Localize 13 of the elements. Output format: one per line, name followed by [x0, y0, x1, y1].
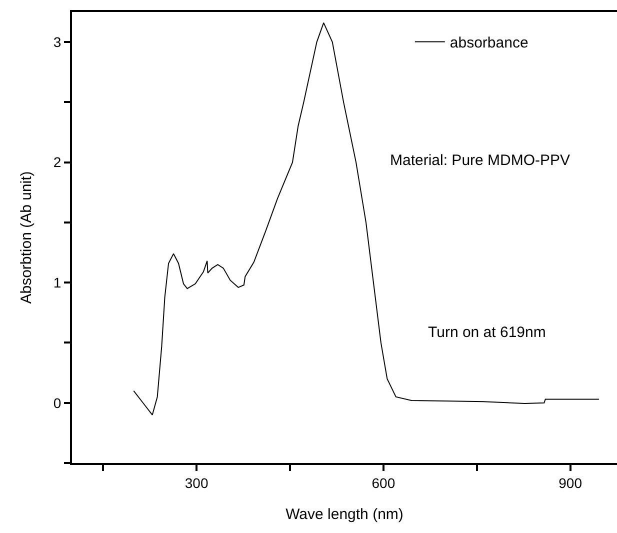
y-tick-label: 2 [53, 154, 62, 170]
annotation: Turn on at 619nm [428, 324, 546, 341]
y-tick-label: 3 [53, 34, 62, 50]
x-tick-label: 600 [372, 474, 396, 491]
annotation: Material: Pure MDMO-PPV [390, 152, 570, 169]
x-axis-title: Wave length (nm) [286, 506, 404, 523]
y-axis-title: Absorbtion (Ab unit) [18, 171, 35, 304]
y-tick-label: 1 [53, 274, 62, 290]
line-series [133, 22, 600, 416]
y-tick-label: 0 [53, 394, 62, 411]
x-tick-label: 900 [558, 474, 582, 491]
legend-label: absorbance [450, 34, 528, 52]
x-tick-label: 300 [184, 474, 208, 491]
